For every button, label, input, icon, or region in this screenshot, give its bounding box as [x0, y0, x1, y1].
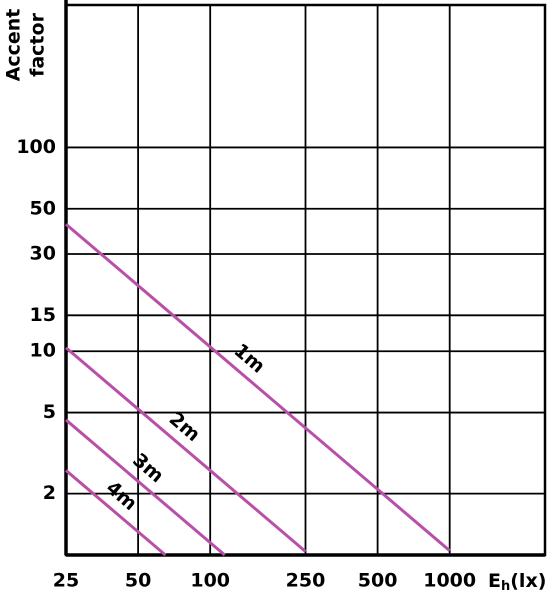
y-axis-label: factor [27, 12, 49, 76]
series-label: 2m [165, 408, 204, 446]
x-axis-label: Eh(lx) [488, 570, 546, 594]
series-label: 1m [230, 339, 269, 377]
x-tick-label: 100 [190, 570, 230, 592]
y-axis-label: Accent [3, 9, 25, 82]
y-tick-label: 10 [30, 340, 56, 362]
series-line [65, 346, 307, 553]
y-tick-label: 100 [16, 136, 56, 158]
series-line [65, 223, 451, 552]
series-line [65, 418, 226, 557]
y-tick-label: 5 [43, 401, 56, 423]
y-tick-label: 2 [43, 482, 56, 504]
x-axis-label-main: E [488, 570, 501, 592]
y-tick-label: 30 [30, 242, 56, 264]
x-tick-label: 25 [53, 570, 79, 592]
series-label: 4m [102, 477, 141, 515]
x-axis-label-sub: h [501, 579, 510, 594]
x-tick-label: 1000 [423, 570, 476, 592]
x-tick-label: 50 [125, 570, 151, 592]
series-line [65, 469, 167, 557]
y-tick-label: 15 [30, 304, 56, 326]
series-label: 3m [128, 449, 167, 487]
y-tick-label: 50 [30, 197, 56, 219]
x-tick-label: 500 [358, 570, 398, 592]
x-tick-label: 250 [286, 570, 326, 592]
x-axis-label-unit: (lx) [510, 570, 546, 592]
